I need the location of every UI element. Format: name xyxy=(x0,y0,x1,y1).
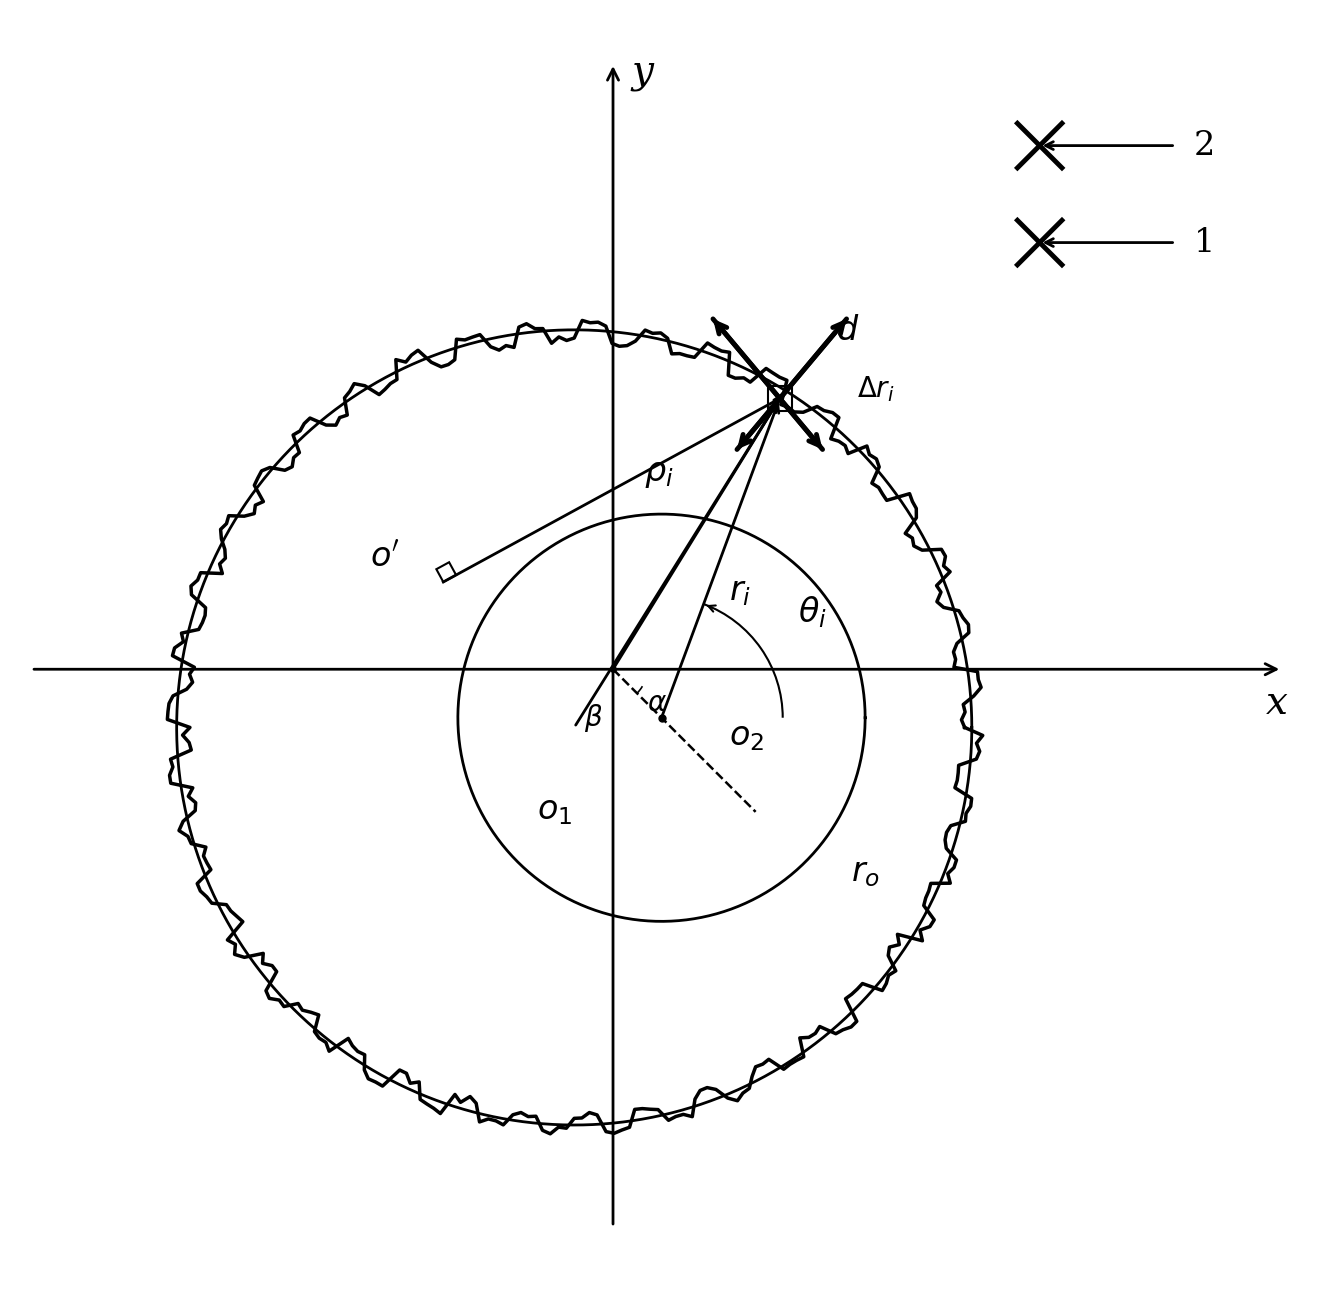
Text: x: x xyxy=(1266,685,1289,721)
Text: $\rho_i$: $\rho_i$ xyxy=(643,458,673,490)
Text: $o'$: $o'$ xyxy=(370,542,400,574)
Text: $r_i$: $r_i$ xyxy=(729,577,751,608)
Text: $\theta_i$: $\theta_i$ xyxy=(798,595,827,631)
Text: y: y xyxy=(631,54,654,92)
Text: $r_o$: $r_o$ xyxy=(851,857,880,889)
Text: $o_2$: $o_2$ xyxy=(729,721,765,753)
Text: $d$: $d$ xyxy=(836,315,860,347)
Text: $o_1$: $o_1$ xyxy=(537,796,573,827)
Text: $\beta$: $\beta$ xyxy=(585,702,603,734)
Text: 2: 2 xyxy=(1193,129,1215,161)
Text: 1: 1 xyxy=(1193,227,1215,258)
Text: $\alpha$: $\alpha$ xyxy=(647,690,667,717)
Text: $\Delta r_i$: $\Delta r_i$ xyxy=(857,374,896,404)
